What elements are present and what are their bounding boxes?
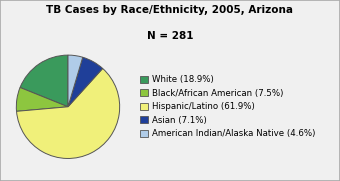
Wedge shape [17, 68, 120, 159]
Wedge shape [20, 55, 68, 107]
Text: TB Cases by Race/Ethnicity, 2005, Arizona: TB Cases by Race/Ethnicity, 2005, Arizon… [47, 5, 293, 15]
Legend: White (18.9%), Black/African American (7.5%), Hispanic/Latino (61.9%), Asian (7.: White (18.9%), Black/African American (7… [140, 75, 315, 138]
Text: N = 281: N = 281 [147, 31, 193, 41]
Wedge shape [68, 55, 83, 107]
Wedge shape [68, 57, 103, 107]
Wedge shape [16, 87, 68, 111]
